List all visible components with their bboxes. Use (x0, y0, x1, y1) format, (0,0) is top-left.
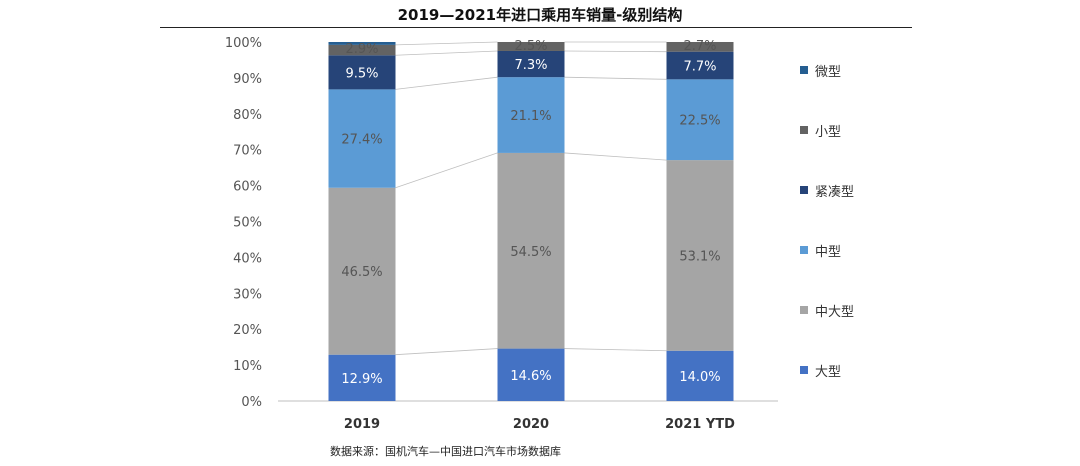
bar-segment (666, 160, 734, 351)
x-tick-label: 2020 (513, 417, 549, 432)
data-label: 2.7% (683, 39, 716, 54)
legend-item: 中型 (800, 240, 841, 260)
data-label: 14.0% (679, 370, 720, 385)
data-label: 2.5% (514, 39, 547, 54)
legend-swatch (800, 306, 808, 314)
data-label: 9.5% (345, 66, 378, 81)
data-label: 46.5% (341, 265, 382, 280)
series-connector-line (564, 50, 667, 53)
y-tick-label: 90% (233, 72, 262, 87)
title-divider (160, 27, 912, 28)
bar-segment (328, 354, 396, 401)
y-tick-label: 70% (233, 144, 262, 159)
legend-item: 小型 (800, 120, 841, 140)
chart-title: 2019—2021年进口乘用车销量-级别结构 (397, 6, 683, 24)
bar-segment (666, 350, 734, 401)
data-label: 7.7% (683, 60, 716, 75)
source-note: 数据来源：国机汽车—中国进口汽车市场数据库 (330, 445, 561, 458)
y-tick-label: 0% (241, 395, 262, 410)
legend-label: 中型 (815, 244, 842, 260)
bar-segment (666, 79, 734, 161)
data-label: 54.5% (510, 245, 551, 260)
legend-swatch (800, 246, 808, 254)
series-connector-line (395, 76, 498, 90)
y-tick-label: 60% (233, 180, 262, 195)
legend-item: 大型 (800, 360, 841, 380)
y-tick-label: 50% (233, 216, 262, 231)
x-tick-label: 2019 (344, 417, 380, 432)
series-connector-line (395, 50, 498, 56)
legend-label: 紧凑型 (815, 184, 855, 200)
series-connector-line (564, 348, 667, 352)
x-tick-label: 2021 YTD (665, 417, 735, 432)
data-label: 12.9% (341, 372, 382, 387)
legend-label: 大型 (815, 364, 842, 380)
data-label: 53.1% (679, 249, 720, 264)
bar-segment (666, 42, 734, 52)
bar-segment (497, 152, 565, 349)
series-connector-line (395, 152, 498, 189)
series-connector-line (395, 41, 498, 46)
y-tick-label: 10% (233, 359, 262, 374)
y-tick-label: 100% (225, 36, 262, 51)
bar-segment (497, 50, 565, 78)
y-tick-label: 80% (233, 108, 262, 123)
legend-item: 中大型 (800, 300, 854, 320)
data-label: 14.6% (510, 369, 551, 384)
series-connector-line (564, 152, 667, 161)
data-label: 2.9% (345, 42, 378, 57)
data-label: 22.5% (679, 114, 720, 129)
data-label: 7.3% (514, 58, 547, 73)
data-label: 21.1% (510, 109, 551, 124)
bar-segment (497, 42, 565, 51)
bar-segment (328, 42, 396, 45)
bar-segment (328, 44, 396, 56)
legend-item: 微型 (800, 60, 841, 80)
bar-segment (328, 187, 396, 355)
series-connector-line (564, 76, 667, 80)
legend-label: 微型 (815, 64, 842, 80)
legend-swatch (800, 66, 808, 74)
legend-swatch (800, 186, 808, 194)
data-label: 27.4% (341, 133, 382, 148)
bar-segment (328, 89, 396, 188)
y-tick-label: 40% (233, 251, 262, 266)
legend-swatch (800, 126, 808, 134)
bar-segment (328, 55, 396, 90)
legend-label: 小型 (815, 124, 842, 140)
bar-segment (666, 51, 734, 80)
legend-swatch (800, 366, 808, 374)
bar-segment (497, 348, 565, 401)
y-tick-label: 30% (233, 287, 262, 302)
legend-label: 中大型 (815, 304, 855, 320)
y-tick-label: 20% (233, 323, 262, 338)
legend-item: 紧凑型 (800, 180, 854, 200)
bar-segment (497, 77, 565, 153)
series-connector-line (395, 348, 498, 356)
